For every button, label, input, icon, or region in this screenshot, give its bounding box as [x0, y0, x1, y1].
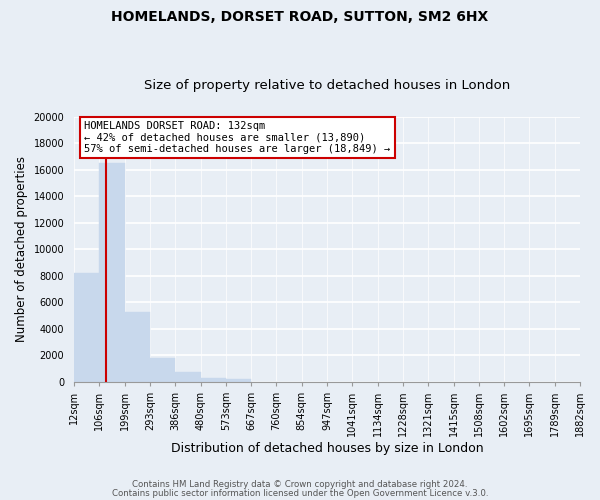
Bar [175, 372, 200, 382]
Text: Contains public sector information licensed under the Open Government Licence v.: Contains public sector information licen… [112, 488, 488, 498]
Bar [74, 273, 100, 382]
Bar [226, 380, 251, 382]
Bar [125, 312, 150, 382]
X-axis label: Distribution of detached houses by size in London: Distribution of detached houses by size … [171, 442, 484, 455]
Text: HOMELANDS, DORSET ROAD, SUTTON, SM2 6HX: HOMELANDS, DORSET ROAD, SUTTON, SM2 6HX [112, 10, 488, 24]
Title: Size of property relative to detached houses in London: Size of property relative to detached ho… [144, 79, 510, 92]
Y-axis label: Number of detached properties: Number of detached properties [15, 156, 28, 342]
Text: Contains HM Land Registry data © Crown copyright and database right 2024.: Contains HM Land Registry data © Crown c… [132, 480, 468, 489]
Bar [100, 162, 125, 382]
Bar [200, 378, 226, 382]
Bar [150, 358, 175, 382]
Text: HOMELANDS DORSET ROAD: 132sqm
← 42% of detached houses are smaller (13,890)
57% : HOMELANDS DORSET ROAD: 132sqm ← 42% of d… [84, 121, 391, 154]
